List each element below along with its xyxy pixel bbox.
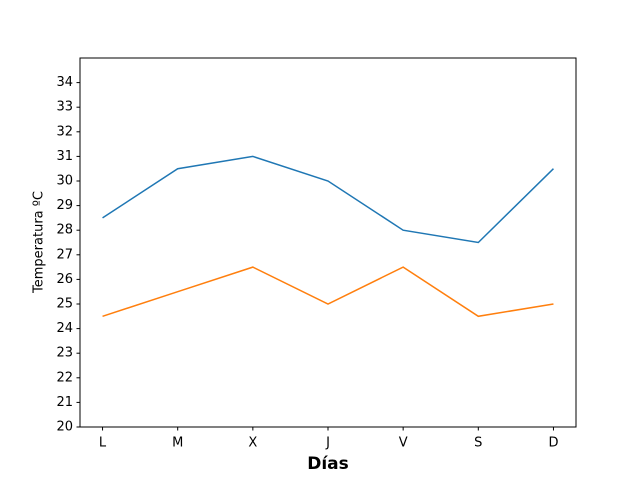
y-tick-label: 21 <box>56 395 73 410</box>
y-tick-label: 20 <box>56 420 73 435</box>
y-axis-label: Temperatura ºC <box>32 191 47 294</box>
y-tick-label: 29 <box>56 198 73 213</box>
x-tick-label: V <box>399 436 408 451</box>
y-tick-label: 25 <box>56 297 73 312</box>
y-tick-label: 22 <box>56 370 73 385</box>
y-tick-label: 23 <box>56 346 73 361</box>
x-tick-label: S <box>474 436 482 451</box>
line-series <box>102 155 554 244</box>
y-tick-label: 31 <box>56 149 73 164</box>
line-series <box>102 266 554 318</box>
x-tick-label: D <box>548 436 558 451</box>
y-tick-label: 32 <box>56 124 73 139</box>
plot-frame <box>79 57 577 428</box>
x-tick-label: J <box>325 436 330 451</box>
y-tick-label: 26 <box>56 272 73 287</box>
x-tick-label: L <box>99 436 107 451</box>
y-tick-label: 34 <box>56 75 73 90</box>
y-tick-label: 28 <box>56 223 73 238</box>
y-tick-label: 33 <box>56 100 73 115</box>
x-axis-label: Días <box>307 454 349 474</box>
y-tick-label: 30 <box>56 174 73 189</box>
y-tick-label: 24 <box>56 321 73 336</box>
x-tick-label: M <box>172 436 183 451</box>
y-tick-label: 27 <box>56 247 73 262</box>
x-tick-label: X <box>248 436 257 451</box>
